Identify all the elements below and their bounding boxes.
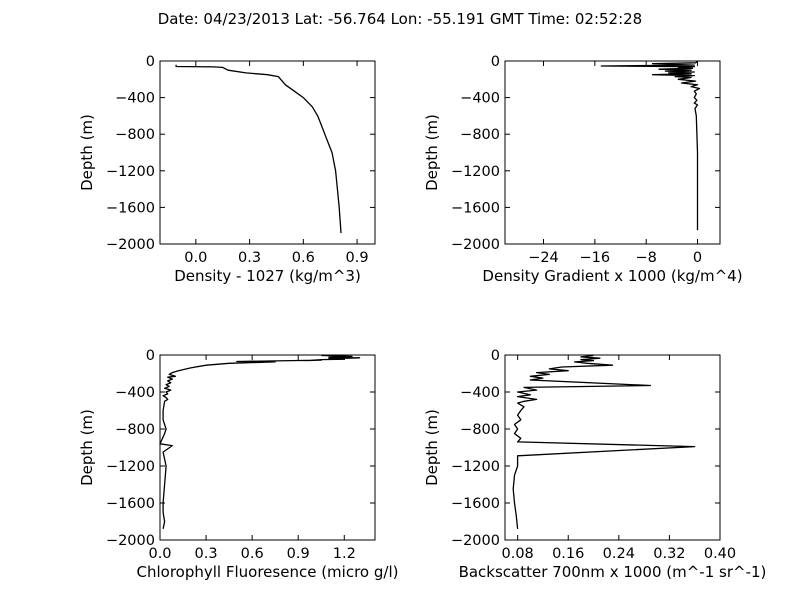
x-tick-label: 0.3 bbox=[195, 546, 218, 562]
x-axis-label: Density - 1027 (kg/m^3) bbox=[174, 267, 361, 285]
y-tick-label: 0 bbox=[491, 54, 500, 70]
y-tick-label: −2000 bbox=[106, 237, 155, 253]
y-tick-label: −1200 bbox=[106, 459, 155, 475]
x-tick-label: 0 bbox=[693, 250, 702, 266]
y-tick-label: −400 bbox=[460, 91, 500, 107]
y-axis-label: Depth (m) bbox=[423, 114, 441, 191]
density-gradient-panel: 0−400−800−1200−1600−2000−24 −16 −8 0Density… bbox=[423, 54, 743, 285]
series-line bbox=[175, 64, 342, 234]
axes-frame bbox=[504, 60, 721, 245]
y-tick-label: −800 bbox=[115, 422, 155, 438]
y-tick-label: −800 bbox=[460, 127, 500, 143]
x-tick-label: 0.16 bbox=[552, 546, 584, 562]
x-axis-label: Density Gradient x 1000 (kg/m^4) bbox=[482, 267, 742, 285]
y-tick-label: −400 bbox=[460, 385, 500, 401]
y-tick-label: 0 bbox=[146, 54, 155, 70]
axes-frame bbox=[159, 60, 376, 245]
x-tick-label: 1.2 bbox=[333, 546, 356, 562]
x-tick-label: 0.9 bbox=[346, 250, 369, 266]
series-line bbox=[600, 60, 701, 231]
y-axis-label: Depth (m) bbox=[78, 409, 96, 486]
y-tick-label: −1200 bbox=[451, 459, 500, 475]
y-tick-label: −2000 bbox=[106, 533, 155, 549]
y-tick-label: −400 bbox=[115, 91, 155, 107]
axes-frame bbox=[504, 354, 721, 541]
series-line bbox=[512, 354, 696, 529]
x-tick-label: 0.0 bbox=[184, 250, 207, 266]
x-tick-label: −24 bbox=[528, 250, 559, 266]
y-tick-label: −1200 bbox=[451, 164, 500, 180]
x-tick-label: 0.6 bbox=[292, 250, 315, 266]
x-tick-label: −16 bbox=[580, 250, 611, 266]
y-tick-label: 0 bbox=[146, 348, 155, 364]
y-tick-label: −2000 bbox=[451, 237, 500, 253]
x-tick-label: 0.0 bbox=[148, 546, 171, 562]
x-tick-label: 0.40 bbox=[704, 546, 736, 562]
axes-frame bbox=[159, 354, 376, 541]
y-tick-label: −1600 bbox=[106, 496, 155, 512]
x-tick-label: −8 bbox=[636, 250, 657, 266]
y-tick-label: 0 bbox=[491, 348, 500, 364]
y-tick-label: −2000 bbox=[451, 533, 500, 549]
y-tick-label: −1200 bbox=[106, 164, 155, 180]
series-line bbox=[159, 354, 361, 530]
x-axis-label: Chlorophyll Fluoresence (micro g/l) bbox=[137, 563, 399, 581]
x-tick-label: 0.6 bbox=[241, 546, 264, 562]
y-axis-label: Depth (m) bbox=[78, 114, 96, 191]
y-tick-label: −400 bbox=[115, 385, 155, 401]
y-tick-label: −1600 bbox=[451, 200, 500, 216]
figure-title: Date: 04/23/2013 Lat: -56.764 Lon: -55.1… bbox=[158, 10, 642, 28]
y-tick-label: −1600 bbox=[451, 496, 500, 512]
x-tick-label: 0.3 bbox=[238, 250, 261, 266]
x-tick-label: 0.08 bbox=[501, 546, 533, 562]
x-axis-label: Backscatter 700nm x 1000 (m^-1 sr^-1) bbox=[459, 563, 767, 581]
y-tick-label: −800 bbox=[115, 127, 155, 143]
x-tick-label: 0.32 bbox=[653, 546, 685, 562]
y-tick-label: −800 bbox=[460, 422, 500, 438]
x-tick-label: 0.24 bbox=[603, 546, 635, 562]
density-panel: 0 −400 −800 −1200 −1600 −2000 0.0 0.3 0.6 0.9Dens… bbox=[78, 54, 376, 285]
y-axis-label: Depth (m) bbox=[423, 409, 441, 486]
y-tick-label: −1600 bbox=[106, 200, 155, 216]
x-tick-label: 0.9 bbox=[287, 546, 310, 562]
